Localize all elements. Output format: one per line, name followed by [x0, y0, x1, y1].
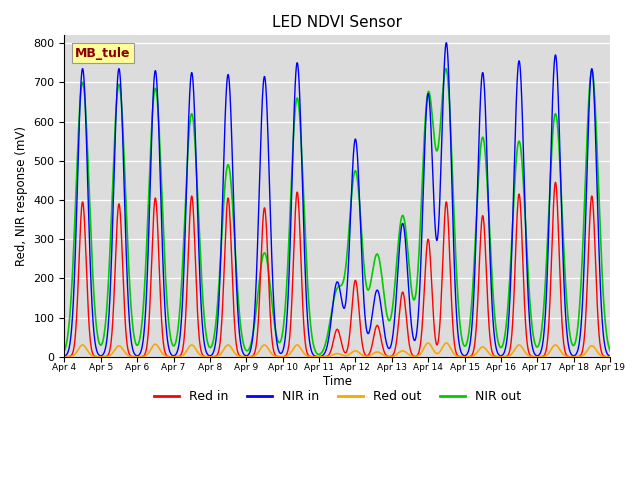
NIR out	[550, 119, 557, 125]
NIR out	[442, 66, 450, 72]
NIR out	[409, 294, 417, 300]
Red in	[61, 354, 68, 360]
Red out	[306, 354, 314, 360]
Red in	[534, 354, 542, 360]
NIR in	[534, 352, 542, 358]
Red out	[605, 354, 612, 360]
Red out	[61, 354, 68, 360]
NIR in	[442, 40, 450, 46]
NIR out	[61, 348, 68, 354]
Y-axis label: Red, NIR response (mV): Red, NIR response (mV)	[15, 126, 28, 266]
Line: NIR in: NIR in	[65, 43, 610, 357]
NIR out	[605, 344, 612, 350]
Red out	[314, 354, 322, 360]
Red out	[442, 340, 450, 346]
NIR in	[599, 323, 607, 329]
Red out	[550, 343, 557, 348]
Line: Red in: Red in	[65, 182, 610, 357]
Red in	[606, 354, 614, 360]
Red in	[306, 353, 314, 359]
NIR out	[599, 280, 607, 286]
Line: Red out: Red out	[65, 343, 610, 357]
Red in	[605, 354, 612, 360]
Red in	[599, 352, 607, 358]
Red out	[534, 354, 542, 360]
X-axis label: Time: Time	[323, 375, 352, 388]
NIR out	[606, 348, 614, 354]
NIR in	[61, 353, 68, 359]
NIR out	[306, 312, 314, 318]
NIR out	[534, 343, 542, 348]
Red out	[606, 354, 614, 360]
Red in	[409, 352, 417, 358]
Text: MB_tule: MB_tule	[76, 47, 131, 60]
Red out	[599, 353, 607, 359]
Red out	[409, 353, 417, 359]
Legend: Red in, NIR in, Red out, NIR out: Red in, NIR in, Red out, NIR out	[148, 385, 526, 408]
NIR in	[605, 353, 612, 359]
NIR in	[550, 69, 557, 74]
Title: LED NDVI Sensor: LED NDVI Sensor	[272, 15, 402, 30]
NIR in	[306, 339, 314, 345]
NIR in	[409, 332, 417, 337]
Red in	[552, 180, 559, 185]
Line: NIR out: NIR out	[65, 69, 610, 354]
Red in	[550, 199, 557, 204]
NIR in	[606, 353, 614, 359]
NIR out	[315, 351, 323, 357]
Red in	[314, 354, 322, 360]
NIR in	[314, 354, 322, 360]
